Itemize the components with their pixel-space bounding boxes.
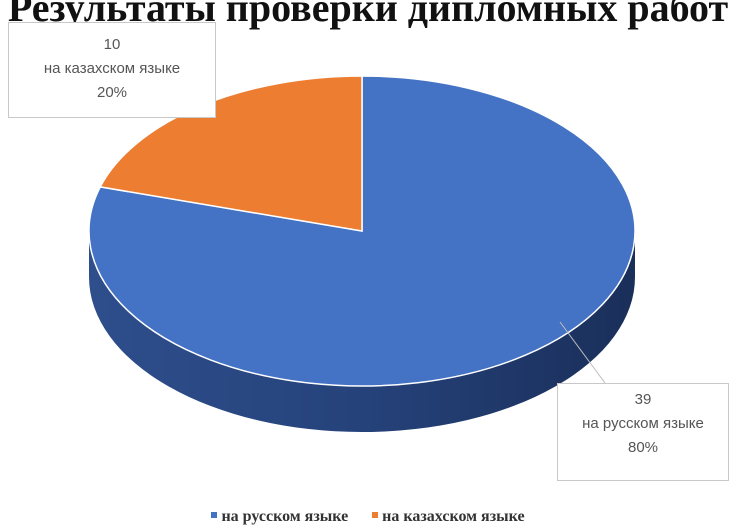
- pie-side-wall: [89, 231, 635, 432]
- pie-chart: [88, 75, 636, 432]
- data-label-russian-percent: 80%: [627, 439, 659, 456]
- legend-item-russian: на русском языке: [211, 508, 348, 526]
- pie-slices-group: [88, 75, 636, 387]
- legend-marker-kazakh: [372, 512, 379, 519]
- data-label-russian-category: на русском языке: [582, 415, 704, 432]
- data-label-kazakh-category: на казахском языке: [43, 60, 181, 77]
- legend-marker-russian: [211, 512, 218, 519]
- leader-lines-group: [559, 321, 606, 384]
- data-label-kazakh-value: 10: [103, 36, 121, 53]
- pie-depth-group: [89, 231, 635, 432]
- data-label-russian-value: 39: [634, 391, 652, 408]
- chart-legend: на русском языке на казахском языке: [0, 508, 736, 526]
- data-label-russian: 39 на русском языке 80%: [557, 383, 729, 481]
- legend-label-russian: на русском языке: [221, 508, 349, 525]
- legend-item-kazakh: на казахском языке: [372, 508, 525, 526]
- data-label-kazakh-percent: 20%: [96, 84, 128, 101]
- legend-label-kazakh: на казахском языке: [382, 508, 525, 525]
- leader-line-russian: [559, 321, 606, 384]
- data-label-kazakh: 10 на казахском языке 20%: [8, 22, 216, 118]
